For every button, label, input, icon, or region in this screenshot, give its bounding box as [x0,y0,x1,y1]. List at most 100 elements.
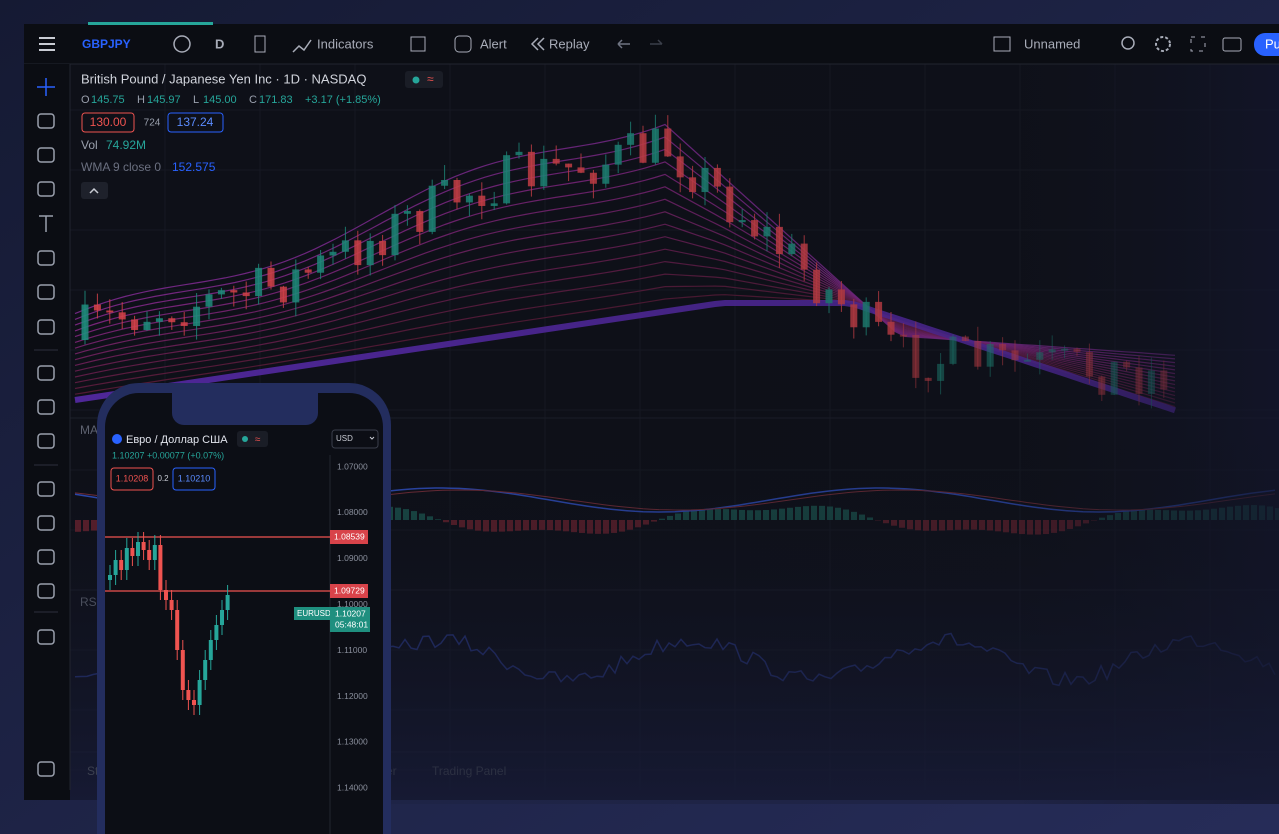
ohlc-value: 145.75 [91,94,125,106]
phone-candle [203,660,208,680]
price-scale-label: 1.13000 [337,737,368,747]
candle-icon[interactable] [254,35,266,53]
phone-candle [180,650,185,690]
drawing-toolbar [24,64,70,800]
tool-icon [37,399,55,415]
undo[interactable] [617,39,630,49]
symbol[interactable]: GBPJPY [82,37,131,51]
tool-icon [37,113,55,129]
phone-buy: 1.10210 [178,473,211,483]
phone-spread: 0.2 [157,474,169,483]
drawing-tools [34,78,58,777]
bottom-tab[interactable]: St [87,764,99,778]
phone-candle [220,610,224,625]
layout-icon[interactable] [993,36,1011,52]
phone-status-dot [242,436,248,442]
ohlc-label: C [249,94,257,106]
ohlc-row: O 145.75 H 145.97 L 145.00 C 171.83 +3.17 (+1.85… [81,94,381,106]
price-scale-label: 1.09000 [337,553,368,563]
tab-indicator [88,22,213,25]
legend-title: British Pound / Japanese Yen Inc · 1D · … [81,71,366,86]
volume-label: Vol [81,138,98,152]
phone-chart [105,455,331,834]
last-price-tag [330,607,370,632]
crosshair-tool [37,78,55,96]
layout-name[interactable]: Unnamed [1024,36,1080,51]
alert-icon[interactable] [454,35,472,53]
indicators-button[interactable]: Indicators [317,36,374,51]
symbol-tag [294,607,330,620]
phone-candle [164,590,168,600]
status-wave: ≈ [427,72,434,86]
price-scale-label: 1.07000 [337,461,368,471]
tool-icon [37,365,55,381]
phone-candle [214,625,219,640]
snapshot-icon[interactable] [1222,37,1242,52]
wma-label: WMA 9 close 0 [81,160,161,174]
interval[interactable]: D [215,36,224,51]
phone-candle [119,560,124,570]
fullscreen-icon[interactable] [1190,36,1206,52]
phone-candle [169,600,174,610]
macd-pane-label: MA [80,423,98,437]
tool-icon [37,284,55,300]
currency-select[interactable] [331,429,379,449]
price-scale-label: 1.10000 [337,599,368,609]
ohlc-change: +3.17 (+1.85%) [305,94,381,106]
phone-candle [208,640,213,660]
symbol-tag-label: EURUSD [297,609,331,618]
tool-icon [37,583,55,599]
search-icon[interactable] [1121,36,1135,50]
rsi-pane-label: RS [80,595,97,609]
phone-candle [141,542,146,550]
phone-sell-box[interactable] [110,467,154,491]
alert-button[interactable]: Alert [480,36,507,51]
phone-candle [186,690,191,700]
menu-icon[interactable] [39,37,55,51]
buy-box[interactable] [167,112,224,133]
phone-status-wave: ≈ [255,435,261,446]
ohlc-value: 171.83 [259,94,293,106]
publish-button[interactable] [1254,33,1279,56]
sell-box[interactable] [81,112,135,133]
tool-icon [37,147,55,163]
price-line-tag [330,584,368,598]
phone-candle [113,560,118,575]
phone-candle [130,548,135,556]
redo[interactable] [650,39,663,45]
bottom-tab[interactable]: er [386,764,397,778]
add-icon[interactable] [173,35,191,53]
flag-icon [112,434,122,444]
phone-quote: 1.10207 +0.00077 (+0.07%) [112,450,224,460]
ohlc-value: 145.00 [203,94,237,106]
countdown: 05:48:01 [335,619,368,629]
replay-icon[interactable] [530,37,545,51]
price-line-label: 1.08539 [334,531,365,541]
publish-label: Pu [1265,36,1279,51]
bottom-tab[interactable]: Trading Panel [432,764,506,778]
indicators-icon[interactable] [292,39,312,53]
price-scale-label: 1.12000 [337,691,368,701]
phone-candle [225,595,230,610]
phone-buy-box[interactable] [172,467,216,491]
templates-icon[interactable] [410,36,426,52]
spread: 724 [144,118,161,129]
phone-candle [108,575,112,580]
ohlc-label: L [193,94,199,106]
phone-candle [175,610,180,650]
last-price: 1.10207 [335,608,366,618]
buy-price: 137.24 [177,115,214,129]
phone-candle [197,680,202,705]
phone-notch [172,383,318,425]
tool-icon [37,433,55,449]
phone-candle [158,545,163,590]
settings-icon[interactable] [1155,36,1171,52]
text-tool [39,215,53,232]
phone-title: Евро / Доллар США [126,434,228,446]
collapse-icon [89,187,99,194]
phone-candle [152,545,157,560]
wma-value: 152.575 [172,160,216,174]
replay-button[interactable]: Replay [549,36,590,51]
market-open-dot [412,76,420,84]
